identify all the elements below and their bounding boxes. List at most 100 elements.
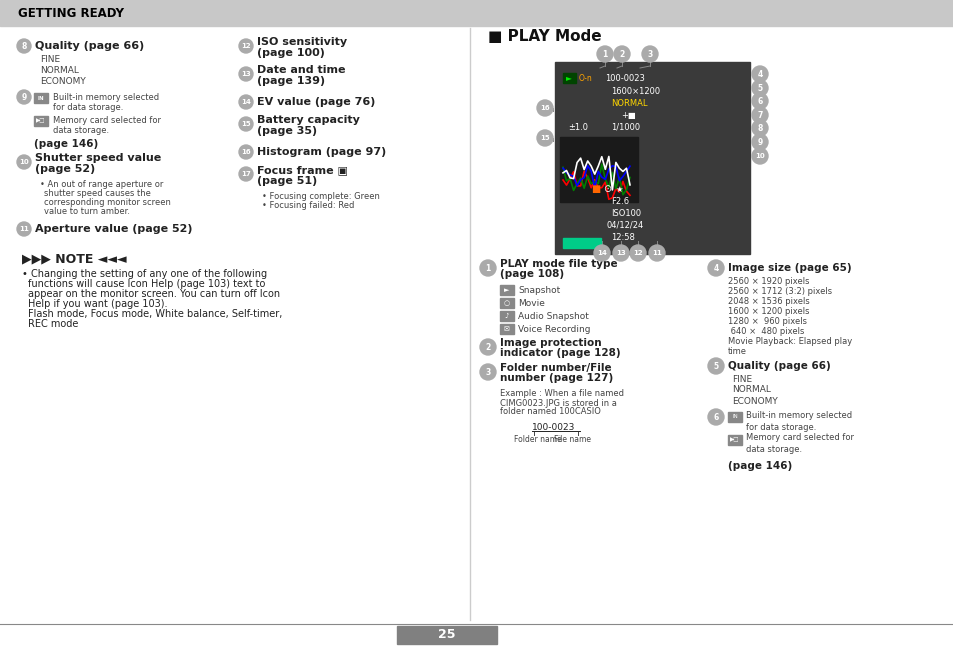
Text: IN: IN	[731, 415, 737, 419]
Text: (page 100): (page 100)	[256, 48, 325, 58]
Text: 11: 11	[19, 226, 29, 232]
Text: Battery capacity: Battery capacity	[256, 115, 359, 125]
Text: File name: File name	[554, 435, 590, 444]
Circle shape	[707, 409, 723, 425]
Text: +■: +■	[620, 110, 635, 120]
Text: corresponding monitor screen: corresponding monitor screen	[44, 198, 171, 207]
Text: folder named 100CASIO: folder named 100CASIO	[499, 408, 600, 417]
Circle shape	[707, 358, 723, 374]
Text: Image protection: Image protection	[499, 338, 601, 348]
Text: (page 35): (page 35)	[256, 126, 316, 136]
Text: 9: 9	[21, 92, 27, 101]
Text: (page 52): (page 52)	[35, 164, 95, 174]
Bar	[499, 285, 514, 295]
Text: Quality (page 66): Quality (page 66)	[35, 41, 144, 51]
Text: 8: 8	[757, 123, 761, 132]
Text: 6: 6	[713, 413, 718, 421]
Circle shape	[751, 148, 767, 164]
Text: Movie Playback: Elapsed play: Movie Playback: Elapsed play	[727, 337, 851, 346]
Bar	[34, 116, 48, 126]
Text: Memory card selected for: Memory card selected for	[53, 116, 161, 125]
Text: data storage.: data storage.	[53, 125, 109, 134]
Circle shape	[17, 155, 30, 169]
Bar	[499, 324, 514, 334]
Text: functions will cause Icon Help (page 103) text to: functions will cause Icon Help (page 103…	[28, 279, 265, 289]
Circle shape	[707, 260, 723, 276]
Text: (page 108): (page 108)	[499, 269, 563, 279]
Text: Audio Snapshot: Audio Snapshot	[517, 311, 588, 320]
Text: NORMAL: NORMAL	[610, 98, 647, 107]
Circle shape	[17, 39, 30, 53]
Text: 12: 12	[241, 43, 251, 49]
Text: 100-0023: 100-0023	[532, 422, 575, 432]
Text: GETTING READY: GETTING READY	[18, 6, 124, 19]
Circle shape	[629, 245, 645, 261]
Text: shutter speed causes the: shutter speed causes the	[44, 189, 151, 198]
Text: ▶□: ▶□	[729, 437, 739, 443]
Bar	[562, 73, 576, 83]
Circle shape	[751, 120, 767, 136]
Text: 7: 7	[757, 110, 761, 120]
Bar	[555, 62, 749, 254]
Text: 14: 14	[597, 250, 606, 256]
Text: 2048 × 1536 pixels: 2048 × 1536 pixels	[727, 297, 809, 306]
Circle shape	[17, 222, 30, 236]
Text: 2: 2	[618, 50, 624, 59]
Text: 2: 2	[485, 342, 490, 351]
Text: 3: 3	[485, 368, 490, 377]
Text: 12: 12	[633, 250, 642, 256]
Text: NORMAL: NORMAL	[40, 65, 79, 74]
Text: Folder number/File: Folder number/File	[499, 363, 611, 373]
Text: 2560 × 1712 (3:2) pixels: 2560 × 1712 (3:2) pixels	[727, 286, 831, 295]
Text: Example : When a file named: Example : When a file named	[499, 390, 623, 399]
Bar	[34, 93, 48, 103]
Text: 13: 13	[616, 250, 625, 256]
Circle shape	[239, 167, 253, 181]
Text: Movie: Movie	[517, 298, 544, 307]
Circle shape	[239, 67, 253, 81]
Circle shape	[537, 100, 553, 116]
Text: Snapshot: Snapshot	[517, 286, 559, 295]
Text: 14: 14	[241, 99, 251, 105]
Text: time: time	[727, 346, 746, 355]
Text: ■: ■	[590, 184, 599, 194]
Bar	[562, 238, 600, 248]
Text: 2560 × 1920 pixels: 2560 × 1920 pixels	[727, 276, 809, 286]
Text: Focus frame ▣: Focus frame ▣	[256, 165, 348, 175]
Text: ✉: ✉	[503, 326, 510, 332]
Text: ECONOMY: ECONOMY	[40, 76, 86, 85]
Text: Memory card selected for: Memory card selected for	[745, 433, 853, 443]
Text: EV value (page 76): EV value (page 76)	[256, 97, 375, 107]
Text: Folder name: Folder name	[514, 435, 561, 444]
Text: Quality (page 66): Quality (page 66)	[727, 361, 830, 371]
Text: 1: 1	[601, 50, 607, 59]
Text: Aperture value (page 52): Aperture value (page 52)	[35, 224, 193, 234]
Text: Date and time: Date and time	[256, 65, 345, 75]
Circle shape	[597, 46, 613, 62]
Text: 1: 1	[485, 264, 490, 273]
Text: FINE: FINE	[40, 54, 60, 63]
Circle shape	[479, 260, 496, 276]
Text: Built-in memory selected: Built-in memory selected	[53, 92, 159, 101]
Text: (page 146): (page 146)	[34, 139, 98, 149]
Bar	[559, 137, 638, 202]
Circle shape	[613, 245, 628, 261]
Bar	[727, 435, 741, 445]
Circle shape	[614, 46, 629, 62]
Text: Help if you want (page 103).: Help if you want (page 103).	[28, 299, 168, 309]
Bar	[727, 412, 741, 422]
Text: 3: 3	[647, 50, 652, 59]
Text: ⊙: ⊙	[602, 184, 611, 194]
Circle shape	[594, 245, 609, 261]
Circle shape	[239, 95, 253, 109]
Text: 11: 11	[652, 250, 661, 256]
Text: (page 139): (page 139)	[256, 76, 325, 86]
Circle shape	[751, 134, 767, 150]
Text: for data storage.: for data storage.	[53, 103, 123, 112]
Text: 1600×1200: 1600×1200	[610, 87, 659, 96]
Text: ▶□: ▶□	[36, 118, 46, 123]
Text: 13: 13	[241, 71, 251, 77]
Text: ■ PLAY Mode: ■ PLAY Mode	[488, 28, 601, 43]
Text: 16: 16	[539, 105, 549, 111]
Text: ISO sensitivity: ISO sensitivity	[256, 37, 347, 47]
